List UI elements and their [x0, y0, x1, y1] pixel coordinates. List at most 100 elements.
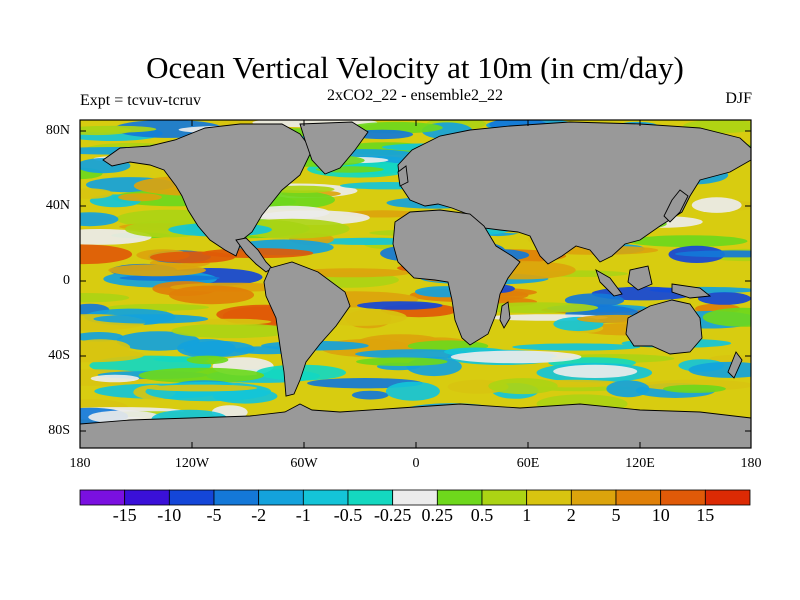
- colorbar-swatch: [436, 489, 483, 506]
- experiment-label: Expt = tcvuv-tcruv: [80, 92, 201, 109]
- velocity-patch: [698, 292, 751, 305]
- colorbar-swatch: [168, 489, 215, 506]
- velocity-patch: [564, 293, 625, 308]
- madagascar-landmass: [499, 301, 511, 329]
- colorbar-label: -0.5: [333, 505, 363, 525]
- velocity-patch: [108, 264, 206, 277]
- axis-ticks: [79, 120, 752, 448]
- british-isles-landmass: [397, 165, 409, 187]
- velocity-patch: [80, 212, 119, 227]
- colorbar-label: -5: [206, 505, 222, 525]
- lon-label-180e: 180: [740, 456, 762, 471]
- velocity-patch: [146, 384, 258, 392]
- north-america-landmass: [102, 123, 313, 257]
- lon-label-180w: 180: [69, 456, 91, 471]
- velocity-patch: [663, 384, 726, 393]
- sumatra-landmass: [595, 269, 623, 297]
- colorbar-swatch: [124, 489, 170, 506]
- lon-label-60w: 60W: [290, 456, 318, 471]
- season-label: DJF: [725, 90, 752, 107]
- colorbar-label: 0.25: [421, 505, 454, 525]
- velocity-patch: [351, 390, 389, 400]
- africa-landmass: [392, 209, 521, 346]
- map-title: Ocean Vertical Velocity at 10m (in cm/da…: [146, 50, 684, 85]
- colorbar-swatch: [213, 489, 260, 506]
- australia-landmass: [625, 299, 703, 355]
- velocity-patch: [356, 357, 448, 367]
- ensemble-label: 2xCO2_22 - ensemble2_22: [327, 87, 503, 104]
- south-america-landmass: [263, 261, 351, 397]
- map-area: [80, 120, 751, 448]
- colorbar-label: 0.5: [470, 505, 494, 525]
- colorbar-swatch: [660, 489, 706, 506]
- colorbar-swatch: [392, 489, 438, 506]
- colorbar-label: 5: [611, 505, 621, 525]
- velocity-patch: [606, 380, 650, 398]
- colorbar-swatch: [79, 489, 126, 506]
- colorbar-swatch: [481, 489, 528, 506]
- velocity-patch: [80, 347, 145, 363]
- lon-label-60e: 60E: [516, 456, 540, 471]
- lat-label-40n: 40N: [45, 198, 70, 213]
- colorbar-swatch: [347, 489, 394, 506]
- velocity-patch: [234, 218, 350, 239]
- velocity-patch: [80, 188, 113, 199]
- colorbar-label: -0.25: [373, 505, 412, 525]
- colorbar-swatch: [258, 489, 304, 506]
- velocity-patch: [183, 340, 255, 357]
- lon-label-0: 0: [412, 456, 420, 471]
- velocity-patch: [80, 293, 130, 303]
- colorbar-label: -15: [112, 505, 137, 525]
- velocity-patch: [168, 285, 255, 305]
- land-masses: [80, 121, 751, 448]
- velocity-patch: [119, 275, 220, 281]
- lat-label-40s: 40S: [48, 348, 70, 363]
- borneo-landmass: [627, 265, 653, 291]
- colorbar-label: -2: [251, 505, 267, 525]
- new-zealand-landmass: [727, 351, 743, 379]
- velocity-patch: [249, 205, 330, 219]
- velocity-patch: [138, 367, 265, 384]
- greenland-landmass: [299, 121, 369, 175]
- velocity-patch: [118, 193, 162, 202]
- velocity-patch: [512, 343, 641, 351]
- colorbar: [79, 489, 751, 506]
- velocity-patch: [553, 364, 638, 378]
- colorbar-swatch: [704, 489, 751, 506]
- colorbar-swatch: [615, 489, 662, 506]
- lat-label-80n: 80N: [45, 123, 70, 138]
- velocity-patch: [171, 323, 292, 339]
- colorbar-label: -10: [157, 505, 182, 525]
- colorbar-label: 2: [566, 505, 576, 525]
- japan-landmass: [663, 189, 689, 223]
- colorbar-swatch: [526, 489, 572, 506]
- colorbar-label: -1: [295, 505, 311, 525]
- lon-label-120e: 120E: [625, 456, 655, 471]
- velocity-patch: [93, 314, 209, 324]
- velocity-patch: [628, 235, 748, 248]
- velocity-patch: [80, 125, 157, 133]
- velocity-patch: [80, 244, 133, 265]
- velocity-patch: [488, 378, 558, 395]
- lat-label-0: 0: [63, 273, 70, 288]
- lat-label-80s: 80S: [48, 423, 70, 438]
- velocity-patch: [80, 332, 124, 342]
- velocity-patch: [385, 381, 440, 401]
- colorbar-label: 1: [522, 505, 532, 525]
- velocity-patch: [702, 307, 751, 327]
- colorbar-label: 10: [651, 505, 670, 525]
- colorbar-swatch: [570, 489, 617, 506]
- velocity-patch: [90, 374, 140, 383]
- colorbar-swatch: [302, 489, 349, 506]
- antarctica-landmass: [80, 403, 751, 448]
- velocity-patch: [674, 250, 751, 258]
- new-guinea-landmass: [671, 283, 712, 299]
- velocity-patch: [450, 350, 582, 364]
- velocity-patch: [186, 318, 272, 325]
- velocity-patch: [357, 301, 443, 310]
- velocity-patch: [691, 197, 742, 213]
- lon-label-120w: 120W: [174, 456, 210, 471]
- colorbar-label: 15: [696, 505, 715, 525]
- velocity-patch: [150, 251, 235, 264]
